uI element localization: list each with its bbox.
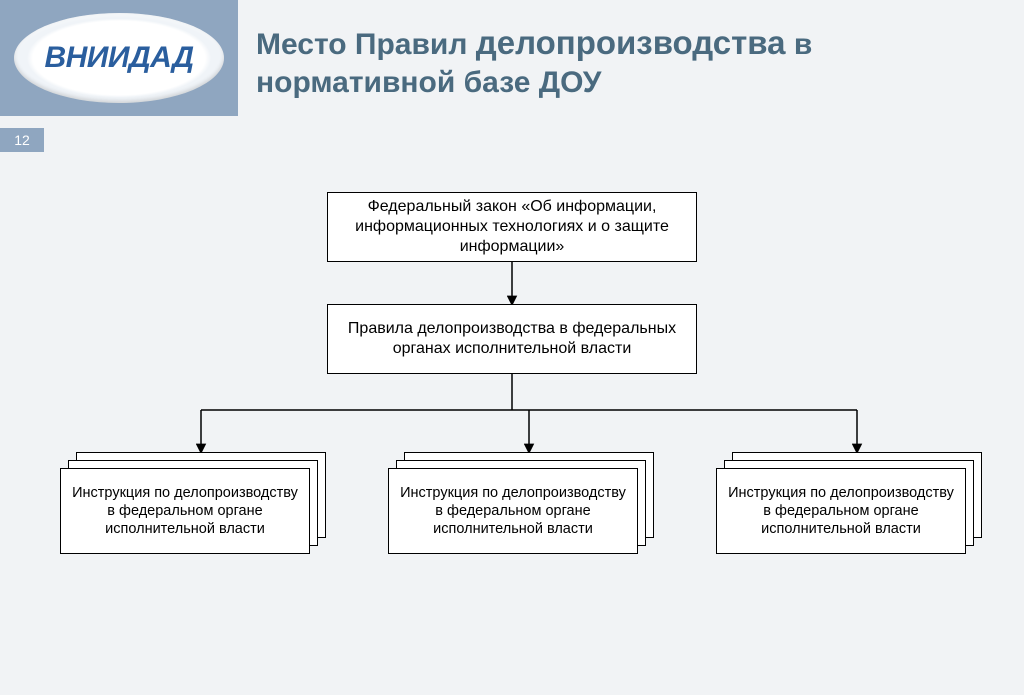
stack-instr2: Инструкция по делопроизводству в федерал… [388, 452, 654, 554]
slide-number-band: 12 [0, 128, 1024, 152]
title-container: Место Правил делопроизводства в норматив… [238, 0, 1024, 116]
stack-instr3: Инструкция по делопроизводству в федерал… [716, 452, 982, 554]
stack-instr1: Инструкция по делопроизводству в федерал… [60, 452, 326, 554]
slide-header: ВНИИДАД Место Правил делопроизводства в … [0, 0, 1024, 116]
node-rules: Правила делопроизводства в федеральных о… [327, 304, 697, 374]
stack-front: Инструкция по делопроизводству в федерал… [388, 468, 638, 554]
slide-title: Место Правил делопроизводства в норматив… [256, 22, 1006, 101]
title-part-pre: Место Правил [256, 28, 476, 61]
slide-number: 12 [0, 128, 44, 152]
stack-front: Инструкция по делопроизводству в федерал… [716, 468, 966, 554]
node-law: Федеральный закон «Об информации, информ… [327, 192, 697, 262]
logo-text: ВНИИДАД [44, 41, 193, 75]
logo-container: ВНИИДАД [0, 0, 238, 116]
stack-front: Инструкция по делопроизводству в федерал… [60, 468, 310, 554]
flowchart: Федеральный закон «Об информации, информ… [0, 152, 1024, 695]
title-part-emph: делопроизводства [476, 24, 786, 61]
logo-ellipse: ВНИИДАД [14, 13, 224, 103]
